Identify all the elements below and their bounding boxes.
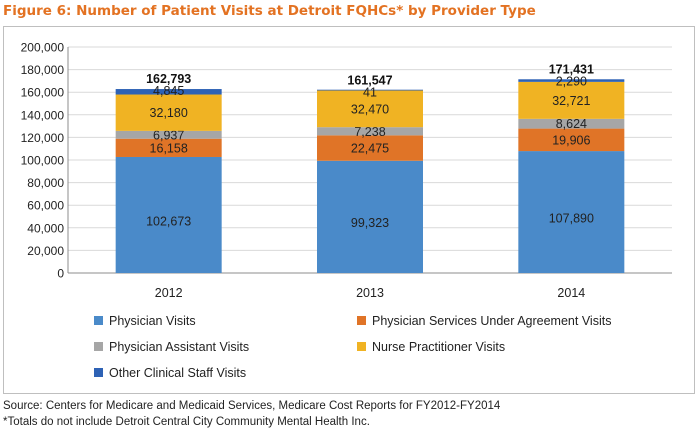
x-tick-label: 2014 <box>557 286 585 300</box>
bar-segment-physician-services-under-agreement-visits <box>115 138 222 157</box>
y-tick-label: 180,000 <box>21 63 65 77</box>
legend-swatch-physician-assistant-visits <box>94 342 103 351</box>
y-tick-label: 0 <box>57 267 64 281</box>
y-tick-label: 160,000 <box>21 86 65 100</box>
bar-segment-physician-assistant-visits <box>115 130 222 139</box>
y-tick-label: 60,000 <box>27 199 64 213</box>
data-label: 99,323 <box>351 216 389 230</box>
legend-swatch-physician-services-under-agreement-visits <box>357 316 366 325</box>
bar-segment-nurse-practitioner-visits <box>115 94 222 131</box>
bar-segment-other-clinical-staff-visits <box>518 79 625 82</box>
chart-title: Figure 6: Number of Patient Visits at De… <box>3 3 536 19</box>
bar-segment-physician-visits <box>115 156 222 273</box>
y-tick-label: 80,000 <box>27 176 64 190</box>
data-label: 32,470 <box>351 102 389 116</box>
bar-segment-physician-visits <box>518 151 625 273</box>
data-label: 41 <box>363 85 377 99</box>
y-tick-label: 120,000 <box>21 131 65 145</box>
legend-label: Physician Visits <box>109 314 196 328</box>
data-label: 16,158 <box>150 141 188 155</box>
stacked-bar-chart: 0 20,000 40,000 60,000 80,000 100,000 120,000 1… <box>21 41 672 380</box>
x-tick-label: 2012 <box>155 286 183 300</box>
data-label: 6,937 <box>153 128 184 142</box>
data-label: 4,845 <box>153 84 184 98</box>
source-note: Source: Centers for Medicare and Medicai… <box>3 400 501 412</box>
bar-segment-physician-assistant-visits <box>317 127 423 136</box>
legend-swatch-other-clinical-staff-visits <box>94 368 103 377</box>
y-tick-label: 140,000 <box>21 108 65 122</box>
data-label: 22,475 <box>351 142 389 156</box>
legend-label: Physician Services Under Agreement Visit… <box>372 314 611 328</box>
legend-swatch-physician-visits <box>94 316 103 325</box>
data-label: 7,238 <box>354 125 385 139</box>
data-label: 102,673 <box>146 214 191 228</box>
bar-segment-nurse-practitioner-visits <box>317 90 423 128</box>
bar-segment-physician-assistant-visits <box>518 118 625 129</box>
legend-swatch-nurse-practitioner-visits <box>357 342 366 351</box>
data-label: 107,890 <box>549 212 594 226</box>
bar-segment-other-clinical-staff-visits <box>115 89 222 95</box>
legend-label: Physician Assistant Visits <box>109 340 249 354</box>
chart-frame: 0 20,000 40,000 60,000 80,000 100,000 120,000 1… <box>3 26 695 394</box>
bar-segment-physician-visits <box>317 160 423 273</box>
y-tick-label: 100,000 <box>21 154 65 168</box>
x-tick-label: 2013 <box>356 286 384 300</box>
data-label: 32,180 <box>150 106 188 120</box>
footnote: *Totals do not include Detroit Central C… <box>3 416 370 428</box>
legend-label: Nurse Practitioner Visits <box>372 340 505 354</box>
bar-segment-other-clinical-staff-visits <box>317 89 423 91</box>
y-tick-label: 200,000 <box>21 41 65 55</box>
y-tick-label: 20,000 <box>27 244 64 258</box>
bar-segment-physician-services-under-agreement-visits <box>518 128 625 152</box>
data-label: 19,906 <box>552 133 590 147</box>
bar-segment-physician-services-under-agreement-visits <box>317 135 423 161</box>
bar-segment-nurse-practitioner-visits <box>518 81 625 119</box>
total-label: 161,547 <box>347 73 392 87</box>
y-tick-label: 40,000 <box>27 221 64 235</box>
legend-label: Other Clinical Staff Visits <box>109 366 246 380</box>
total-label: 171,431 <box>549 62 594 76</box>
data-label: 32,721 <box>552 94 590 108</box>
data-label: 2,290 <box>556 74 587 88</box>
data-label: 8,624 <box>556 117 587 131</box>
total-label: 162,793 <box>146 72 191 86</box>
